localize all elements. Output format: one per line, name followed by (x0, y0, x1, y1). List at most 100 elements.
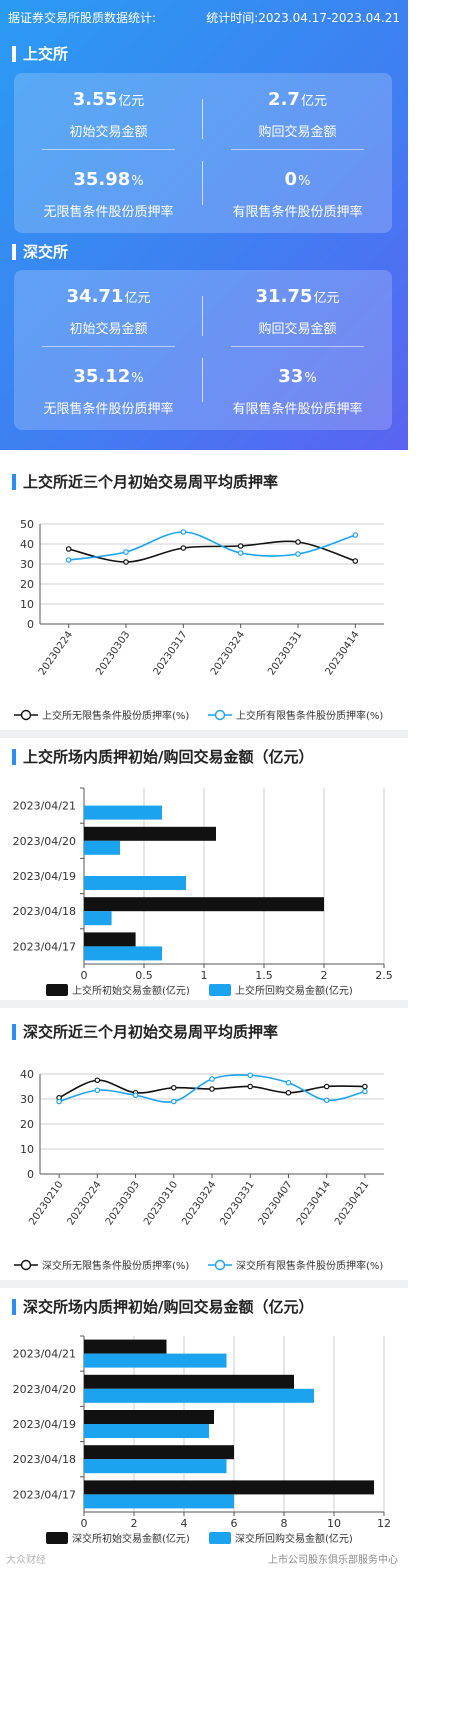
data-point (362, 1088, 368, 1095)
x-tick-label: 1 (201, 969, 208, 982)
footer-source-mark: 大众财经 (6, 1555, 46, 1566)
data-point (170, 1098, 177, 1105)
y-tick-label: 0 (27, 1168, 34, 1181)
x-tick-label: 20230331 (218, 1179, 256, 1227)
data-point (170, 1084, 177, 1091)
legend-label: 深交所回购交易金额(亿元) (235, 1532, 353, 1545)
x-tick-label: 0 (81, 969, 88, 982)
szse-ratio-line-chart: 0 10 20 30 40 20230210 20230224 20230303 2023031… (14, 1068, 384, 1272)
sse-ratio-chart-title: 上交所近三个月初始交易周平均质押率 (12, 472, 278, 492)
y-tick-label: 30 (20, 558, 34, 571)
data-point (94, 1087, 101, 1094)
y-tick-label: 20 (20, 1118, 34, 1131)
legend-swatch (209, 1532, 231, 1544)
y-tick-label: 50 (20, 518, 34, 531)
legend-label: 上交所无限售条件股份质押率(%) (42, 709, 189, 722)
series-line (68, 540, 356, 563)
bar (84, 1494, 234, 1509)
bar (84, 946, 162, 961)
x-tick-label: 20230414 (295, 1179, 333, 1227)
x-tick-label: 1.5 (255, 969, 273, 982)
bar (84, 1339, 167, 1354)
data-point (132, 1092, 139, 1099)
legend-label: 深交所有限售条件股份质押率(%) (236, 1259, 383, 1272)
x-tick-label: 20230317 (152, 629, 190, 677)
szse-ratio-chart-title: 深交所近三个月初始交易周平均质押率 (12, 1022, 278, 1042)
sse-card: 3.55亿元 初始交易金额 2.7亿元 购回交易金额 35.98% 无限售条件股… (14, 73, 392, 233)
bar (84, 1374, 294, 1389)
y-tick-label: 10 (20, 1143, 34, 1156)
x-tick-label: 10 (327, 1517, 341, 1530)
x-tick-label: 20230224 (37, 629, 75, 677)
stats-period: 统计时间:2023.04.17-2023.04.21 (206, 11, 400, 25)
szse-restricted-value: 33 (278, 366, 304, 387)
sse-initial-unit: 亿元 (118, 94, 145, 109)
bar (84, 1410, 214, 1424)
legend-swatch (46, 1532, 68, 1544)
szse-unrestricted-unit: % (131, 371, 144, 386)
data-point (323, 1083, 330, 1090)
sse-amount-bar-chart: 0 0.5 1 1.5 2 2.5 2023/04/21 2023/04/20 2023/04/… (13, 787, 393, 997)
section-separator (0, 730, 408, 738)
bar (84, 932, 136, 947)
bar (84, 1353, 227, 1368)
y-tick-label: 2023/04/17 (13, 1488, 76, 1501)
data-point (56, 1098, 62, 1105)
sse-repurchase-label: 购回交易金额 (258, 125, 337, 140)
legend-label: 深交所无限售条件股份质押率(%) (42, 1259, 189, 1272)
divider (42, 346, 175, 347)
data-point (123, 559, 129, 565)
series-line (68, 531, 356, 561)
x-tick-label: 20230414 (324, 629, 362, 677)
divider (231, 346, 364, 347)
y-tick-label: 2023/04/18 (13, 905, 76, 918)
section-separator (0, 1280, 408, 1288)
szse-unrestricted-ratio: 35.12% 无限售条件股份质押率 (14, 350, 203, 430)
y-tick-label: 2023/04/17 (13, 940, 76, 953)
legend-swatch (209, 984, 231, 996)
y-tick-label: 2023/04/20 (13, 835, 76, 848)
vertical-divider (202, 358, 203, 402)
sse-restricted-label: 有限售条件股份质押率 (232, 205, 363, 220)
szse-repurchase-label: 购回交易金额 (258, 322, 337, 337)
data-point (285, 1089, 292, 1096)
legend-label: 上交所初始交易金额(亿元) (72, 984, 190, 997)
legend-marker (20, 709, 32, 721)
sse-restricted-value: 0 (284, 169, 298, 190)
legend-label: 上交所有限售条件股份质押率(%) (236, 709, 383, 722)
x-tick-label: 20230310 (142, 1179, 180, 1227)
x-tick-label: 0.5 (135, 969, 153, 982)
sse-initial-label: 初始交易金额 (69, 125, 148, 140)
x-tick-label: 20230407 (257, 1179, 295, 1227)
szse-restricted-ratio: 33% 有限售条件股份质押率 (203, 350, 392, 430)
data-point (352, 558, 359, 564)
vertical-divider (202, 296, 203, 336)
sse-initial-value: 3.55 (72, 89, 118, 110)
data-point (123, 549, 129, 555)
sse-restricted-unit: % (298, 174, 311, 189)
szse-repurchase-amount: 31.75亿元 购回交易金额 (203, 270, 392, 350)
data-point (209, 1076, 215, 1082)
x-tick-label: 2 (321, 969, 328, 982)
szse-card: 34.71亿元 初始交易金额 31.75亿元 购回交易金额 35.12% 无限售… (14, 270, 392, 430)
sse-title: 上交所 (12, 44, 68, 64)
bar (84, 1480, 374, 1495)
data-point (94, 1077, 101, 1084)
szse-unrestricted-value: 35.12 (73, 366, 131, 387)
x-tick-label: 2.5 (375, 969, 393, 982)
legend-marker (214, 1259, 226, 1271)
y-tick-label: 2023/04/18 (13, 1453, 76, 1466)
sse-amount-chart-title: 上交所场内质押初始/购回交易金额（亿元） (12, 747, 313, 767)
data-point (352, 532, 359, 538)
x-tick-label: 20230303 (94, 629, 132, 677)
data-point (65, 546, 72, 552)
x-tick-label: 20230324 (209, 629, 247, 677)
sse-unrestricted-ratio: 35.98% 无限售条件股份质押率 (14, 153, 203, 233)
data-point (295, 551, 301, 557)
sse-repurchase-value: 2.7 (268, 89, 300, 110)
bar (84, 805, 162, 820)
bar (84, 897, 324, 912)
data-point (180, 545, 187, 551)
y-tick-label: 40 (20, 538, 34, 551)
y-tick-label: 40 (20, 1068, 34, 1081)
